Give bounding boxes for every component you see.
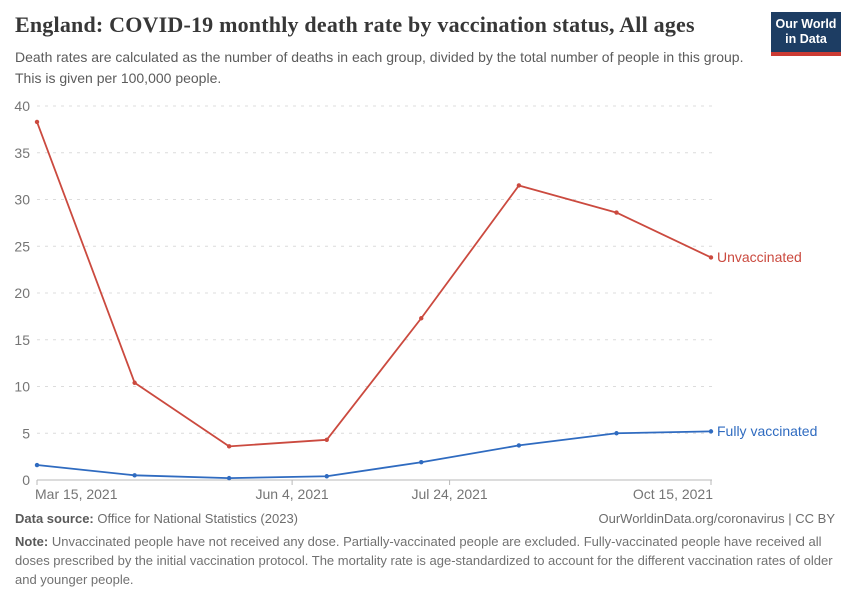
data-point-unvaccinated[interactable]: [708, 255, 714, 260]
owid-logo-line1: Our World: [775, 17, 837, 31]
data-point-fully-vaccinated[interactable]: [708, 429, 714, 434]
data-point-unvaccinated[interactable]: [419, 316, 424, 321]
y-tick-label: 20: [14, 285, 30, 301]
note-label: Note:: [15, 534, 49, 549]
series-line-unvaccinated[interactable]: [36, 120, 712, 448]
note-text: Unvaccinated people have not received an…: [15, 534, 833, 587]
y-tick-label: 25: [14, 238, 30, 254]
source-row: Data source: Office for National Statist…: [15, 511, 835, 526]
y-tick-label: 40: [14, 98, 30, 114]
x-tick-label: Mar 15, 2021: [35, 486, 118, 502]
x-tick-label: Oct 15, 2021: [633, 486, 713, 502]
chart-header: England: COVID-19 monthly death rate by …: [15, 12, 755, 89]
data-source-value: Office for National Statistics (2023): [97, 511, 298, 526]
data-point-fully-vaccinated[interactable]: [419, 460, 424, 465]
x-tick-label: Jul 24, 2021: [411, 486, 487, 502]
chart-footer: Data source: Office for National Statist…: [15, 511, 835, 589]
chart-note: Note: Unvaccinated people have not recei…: [15, 532, 835, 589]
data-point-unvaccinated[interactable]: [132, 380, 137, 385]
y-tick-label: 0: [22, 472, 30, 488]
data-point-unvaccinated[interactable]: [324, 437, 329, 442]
data-source-label: Data source:: [15, 511, 94, 526]
series-label-unvaccinated: Unvaccinated: [717, 249, 802, 265]
series-label-fully-vaccinated: Fully vaccinated: [717, 423, 817, 439]
data-point-unvaccinated[interactable]: [226, 444, 232, 449]
series-line-fully-vaccinated[interactable]: [36, 430, 712, 480]
y-tick-label: 35: [14, 145, 30, 161]
data-point-fully-vaccinated[interactable]: [226, 475, 232, 481]
data-point-fully-vaccinated[interactable]: [516, 443, 522, 448]
data-point-unvaccinated[interactable]: [34, 119, 40, 125]
data-source: Data source: Office for National Statist…: [15, 511, 298, 526]
y-tick-label: 15: [14, 332, 30, 348]
owid-logo[interactable]: Our World in Data: [771, 12, 841, 56]
data-point-unvaccinated[interactable]: [614, 210, 619, 215]
chart-subtitle: Death rates are calculated as the number…: [15, 49, 744, 86]
data-point-fully-vaccinated[interactable]: [614, 431, 619, 436]
y-tick-label: 30: [14, 192, 30, 208]
x-tick-label: Jun 4, 2021: [256, 486, 329, 502]
data-point-unvaccinated[interactable]: [516, 183, 522, 188]
data-point-fully-vaccinated[interactable]: [324, 474, 329, 479]
y-tick-label: 5: [22, 425, 30, 441]
y-tick-label: 10: [14, 379, 30, 395]
page-title: England: COVID-19 monthly death rate by …: [15, 12, 695, 37]
attribution-link[interactable]: OurWorldinData.org/coronavirus | CC BY: [598, 511, 835, 526]
data-point-fully-vaccinated[interactable]: [34, 462, 40, 468]
owid-logo-line2: in Data: [785, 32, 827, 46]
data-point-fully-vaccinated[interactable]: [132, 473, 137, 478]
